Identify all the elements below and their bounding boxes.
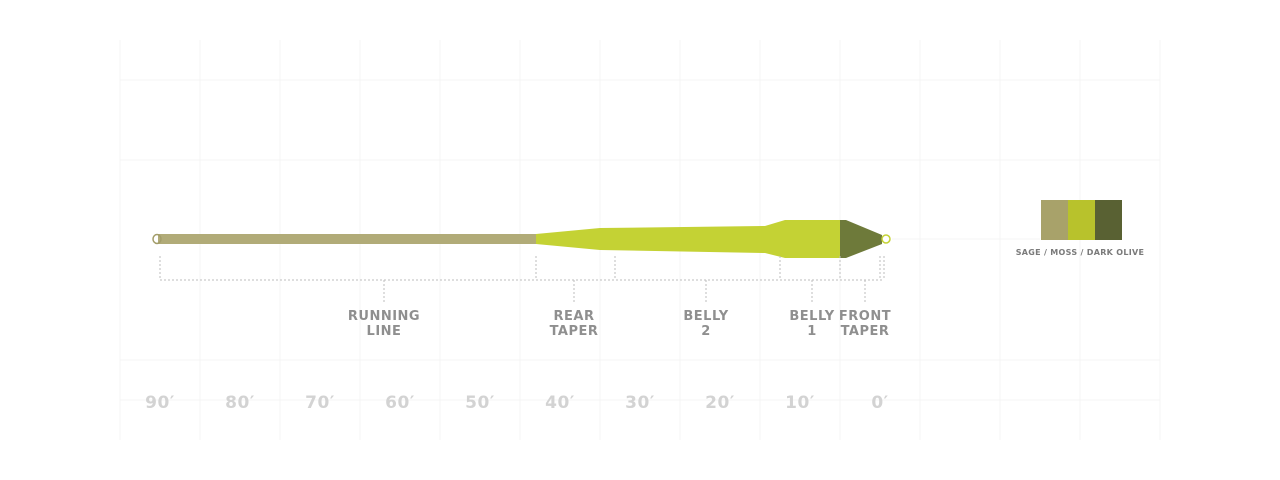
scale-label-50: 50′ bbox=[465, 393, 495, 413]
scale-label-90: 90′ bbox=[145, 393, 175, 413]
front-loop bbox=[881, 234, 891, 244]
scale-label-60: 60′ bbox=[385, 393, 415, 413]
taper-belly-body bbox=[536, 220, 842, 258]
scale-label-70: 70′ bbox=[305, 393, 335, 413]
segment-label-belly-2: BELLY 2 bbox=[683, 309, 729, 339]
segment-label-rear-taper: REAR TAPER bbox=[549, 309, 599, 339]
scale-label-20: 20′ bbox=[705, 393, 735, 413]
segment-brackets bbox=[159, 256, 885, 304]
front-taper-body bbox=[840, 220, 882, 258]
scale-label-10: 10′ bbox=[785, 393, 815, 413]
background-grid bbox=[119, 40, 1161, 440]
swatch-sage bbox=[1041, 200, 1068, 240]
segment-label-front-taper: FRONT TAPER bbox=[838, 309, 892, 339]
color-legend-caption: SAGE / MOSS / DARK OLIVE bbox=[1015, 248, 1145, 257]
scale-label-40: 40′ bbox=[545, 393, 575, 413]
scale-label-30: 30′ bbox=[625, 393, 655, 413]
scale-label-0: 0′ bbox=[871, 393, 889, 413]
segment-label-running-line: RUNNING LINE bbox=[347, 309, 421, 339]
swatch-dark-olive bbox=[1095, 200, 1122, 240]
scale-label-80: 80′ bbox=[225, 393, 255, 413]
running-line-body bbox=[158, 234, 538, 244]
swatch-moss bbox=[1068, 200, 1095, 240]
rear-loop bbox=[152, 233, 162, 245]
segment-label-belly-1: BELLY 1 bbox=[789, 309, 835, 339]
